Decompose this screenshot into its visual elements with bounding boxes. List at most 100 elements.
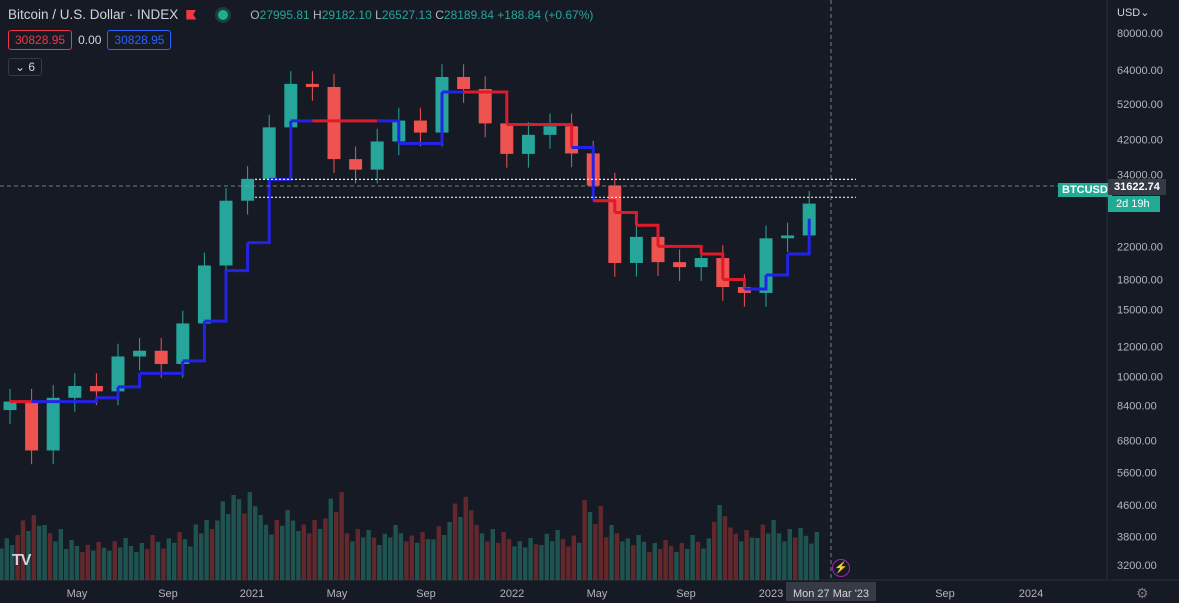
- volume-bar: [285, 510, 290, 580]
- candle: [133, 338, 147, 371]
- candle: [629, 224, 643, 277]
- candle: [521, 122, 535, 168]
- candle-body: [759, 238, 773, 293]
- volume-bar: [582, 500, 587, 580]
- volume-bar: [128, 546, 134, 580]
- candle: [673, 249, 687, 281]
- volume-bar: [755, 538, 760, 580]
- volume-bar: [415, 542, 420, 580]
- flag-icon[interactable]: [186, 9, 197, 20]
- candle: [327, 74, 341, 173]
- volume-bar: [80, 552, 85, 580]
- symbol-title[interactable]: Bitcoin / U.S. Dollar · INDEX: [8, 7, 179, 22]
- volume-bar: [317, 529, 323, 580]
- volume-bar: [344, 533, 350, 580]
- tradingview-logo[interactable]: TV: [12, 552, 31, 569]
- candle-body: [197, 265, 211, 324]
- volume-bar: [668, 546, 674, 580]
- candle: [46, 385, 60, 465]
- candle: [3, 388, 17, 424]
- volume-bar: [312, 520, 317, 580]
- candle-body: [154, 350, 168, 364]
- volume-bar: [625, 538, 630, 580]
- volume-bar: [555, 530, 560, 580]
- candle-body: [413, 120, 427, 133]
- volume-bar: [523, 547, 528, 580]
- candle: [349, 146, 363, 184]
- volume-bar: [58, 529, 63, 580]
- supertrend-segment: [377, 119, 401, 144]
- candle: [241, 166, 255, 215]
- volume-bar: [776, 533, 782, 580]
- volume-bar: [42, 525, 47, 580]
- volume-bar: [172, 542, 177, 580]
- candle-body: [457, 77, 471, 90]
- volume-bar: [37, 525, 42, 580]
- time-tick-label: Sep: [935, 588, 955, 600]
- volume-bar: [355, 529, 360, 580]
- volume-bar: [253, 506, 258, 580]
- volume-bar: [658, 549, 663, 580]
- candle: [305, 71, 319, 101]
- volume-bar: [280, 525, 285, 580]
- volume-bar: [107, 550, 112, 580]
- time-tick-label: May: [587, 588, 608, 600]
- indicator-legend[interactable]: 30828.95 0.00 30828.95: [8, 30, 172, 50]
- volume-bar: [760, 524, 765, 580]
- volume-bar: [539, 545, 544, 580]
- candle-body: [284, 83, 298, 128]
- price-tick-label: 12000.00: [1117, 342, 1163, 354]
- candle-body: [176, 323, 190, 364]
- volume-bar: [209, 529, 215, 580]
- volume-bar: [695, 541, 701, 580]
- volume-bar: [371, 537, 377, 580]
- collapse-indicators-button[interactable]: ⌄ 6: [8, 58, 43, 76]
- candle: [608, 172, 622, 277]
- volume-bar: [199, 533, 204, 580]
- price-tick-label: 3200.00: [1117, 560, 1157, 572]
- volume-bar: [674, 552, 679, 580]
- price-tick-label: 64000.00: [1117, 65, 1163, 77]
- volume-bar: [431, 539, 436, 580]
- volume-bar: [112, 541, 117, 580]
- volume-bar: [458, 517, 463, 580]
- volume-bar: [220, 501, 225, 580]
- candle-body: [673, 262, 687, 268]
- volume-bar: [247, 492, 252, 580]
- candle-body: [651, 236, 665, 263]
- supertrend-segment: [226, 242, 250, 273]
- price-tick-label: 10000.00: [1117, 372, 1163, 384]
- volume-bar: [809, 543, 814, 580]
- candle-body: [46, 397, 60, 451]
- supertrend-segment: [593, 199, 617, 213]
- gear-icon[interactable]: ⚙: [1136, 585, 1149, 601]
- volume-bar: [717, 505, 722, 580]
- supertrend-segment: [161, 360, 185, 375]
- volume-bar: [20, 520, 26, 580]
- volume-bar: [145, 549, 150, 580]
- volume-bar: [798, 528, 803, 580]
- volume-bar: [641, 541, 647, 580]
- volume-bar: [26, 531, 31, 580]
- volume-bar: [69, 540, 74, 580]
- candle: [543, 113, 557, 149]
- currency-selector[interactable]: USD⌄: [1117, 7, 1150, 19]
- lightning-icon[interactable]: ⚡: [832, 559, 850, 577]
- volume-bar: [744, 530, 749, 580]
- volume-bar: [609, 525, 614, 580]
- supertrend-segment: [787, 218, 811, 256]
- volume-bar: [31, 515, 36, 580]
- supertrend-segment: [571, 146, 595, 201]
- time-tick-label: Sep: [676, 588, 696, 600]
- volume-bar: [614, 533, 620, 580]
- volume-bar: [91, 550, 96, 580]
- volume-bar: [231, 495, 236, 580]
- candle-body: [3, 401, 17, 411]
- volume-bar: [161, 548, 166, 580]
- volume-bar: [366, 530, 371, 580]
- time-tick-label: 2021: [240, 588, 264, 600]
- volume-bar: [404, 541, 409, 580]
- volume-bar: [587, 512, 593, 580]
- volume-bar: [506, 539, 512, 580]
